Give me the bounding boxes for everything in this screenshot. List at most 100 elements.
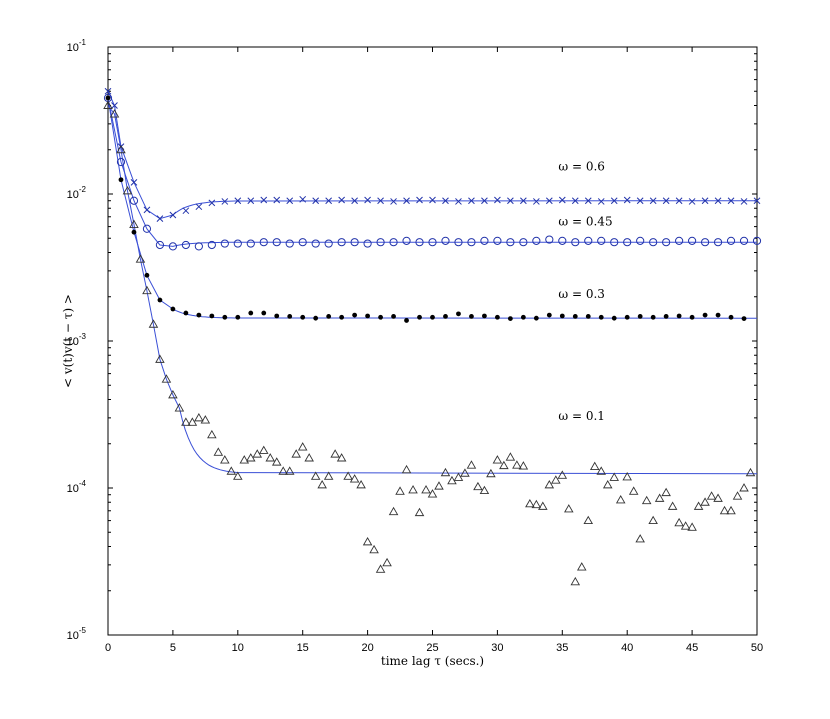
dot-marker bbox=[131, 229, 137, 235]
circle-marker bbox=[415, 238, 424, 247]
circle-marker bbox=[545, 235, 554, 244]
triangle-marker bbox=[648, 515, 658, 525]
x-tick-label: 40 bbox=[621, 642, 633, 654]
triangle-marker bbox=[323, 471, 334, 480]
triangle-marker bbox=[239, 455, 250, 464]
dot-marker bbox=[391, 314, 396, 319]
circle-marker bbox=[519, 238, 528, 247]
triangle-marker bbox=[284, 466, 295, 475]
triangle-marker bbox=[297, 442, 308, 451]
x-marker bbox=[558, 196, 566, 204]
x-marker bbox=[156, 215, 164, 222]
triangle-marker bbox=[486, 468, 496, 478]
x-marker bbox=[195, 203, 203, 211]
triangle-marker bbox=[271, 457, 282, 466]
y-tick-label: 10-4 bbox=[67, 479, 87, 495]
circle-marker bbox=[350, 238, 359, 247]
x-axis-label: time lag τ (secs.) bbox=[381, 654, 484, 668]
circle-marker bbox=[194, 242, 203, 251]
dot-marker bbox=[300, 314, 306, 320]
triangle-marker bbox=[168, 389, 178, 399]
circle-marker bbox=[324, 239, 333, 248]
circle-marker bbox=[207, 240, 216, 250]
circle-marker bbox=[713, 238, 723, 247]
triangle-marker bbox=[336, 453, 347, 462]
y-tick-label: 10-5 bbox=[67, 626, 87, 642]
triangle-marker bbox=[434, 481, 444, 490]
dot-marker bbox=[611, 315, 617, 321]
triangle-marker bbox=[278, 466, 289, 475]
triangle-marker bbox=[531, 499, 542, 509]
x-tick-label: 35 bbox=[556, 642, 568, 654]
x-marker bbox=[351, 197, 358, 205]
triangle-marker bbox=[109, 109, 120, 118]
x-marker bbox=[312, 197, 320, 205]
triangle-marker bbox=[116, 144, 126, 154]
x-marker bbox=[455, 198, 462, 205]
circle-marker bbox=[480, 236, 489, 245]
triangle-marker bbox=[589, 461, 600, 470]
dot-marker bbox=[572, 314, 578, 319]
axis-ticks: 0 5 10 15 20 25 30 35 40 45 50 10-5 10-4 10-3 10-2 10-1 bbox=[67, 38, 764, 654]
triangle-marker bbox=[440, 467, 451, 477]
dot-marker bbox=[209, 313, 215, 319]
x-marker bbox=[234, 197, 242, 205]
dot-marker bbox=[741, 316, 747, 322]
dot-marker bbox=[443, 314, 448, 319]
fit-line-x bbox=[107, 91, 758, 220]
circle-marker bbox=[610, 238, 619, 247]
x-marker bbox=[442, 197, 449, 205]
x-tick-label: 45 bbox=[686, 642, 698, 654]
circle-marker bbox=[636, 236, 645, 245]
triangle-marker bbox=[382, 557, 392, 567]
x-marker bbox=[338, 196, 345, 204]
triangle-marker bbox=[622, 471, 632, 481]
y-tick-label: 10-3 bbox=[67, 332, 87, 348]
circle-marker bbox=[402, 236, 411, 245]
triangle-marker bbox=[310, 471, 321, 480]
circle-marker bbox=[376, 238, 385, 247]
x-tick-label: 15 bbox=[297, 642, 309, 654]
triangle-marker bbox=[641, 495, 652, 505]
triangle-marker bbox=[414, 507, 425, 517]
circle-marker bbox=[752, 236, 762, 245]
dot-marker bbox=[183, 310, 189, 316]
triangle-marker bbox=[557, 470, 568, 479]
triangle-marker bbox=[187, 417, 198, 426]
triangle-marker bbox=[674, 517, 684, 527]
x-marker bbox=[571, 197, 579, 205]
omega-annotation: ω = 0.1 bbox=[558, 409, 605, 423]
data-markers bbox=[103, 87, 762, 586]
triangle-marker bbox=[538, 501, 548, 510]
dot-marker bbox=[624, 314, 630, 320]
dot-marker bbox=[702, 312, 708, 318]
dot-marker bbox=[689, 314, 695, 320]
circle-marker bbox=[311, 239, 320, 248]
x-marker bbox=[636, 197, 644, 205]
x-marker bbox=[325, 197, 333, 205]
circle-marker bbox=[285, 239, 294, 248]
dot-marker bbox=[417, 314, 422, 320]
circle-marker bbox=[363, 239, 372, 248]
triangle-marker bbox=[661, 487, 671, 497]
triangle-marker bbox=[505, 452, 516, 461]
circle-marker bbox=[220, 239, 229, 248]
circle-marker bbox=[155, 240, 165, 250]
dot-marker bbox=[235, 314, 241, 320]
circle-marker bbox=[181, 240, 190, 250]
x-marker bbox=[260, 196, 268, 204]
triangle-marker bbox=[362, 536, 373, 546]
triangle-marker bbox=[174, 403, 185, 412]
dot-marker bbox=[482, 313, 487, 319]
triangle-marker bbox=[745, 467, 756, 477]
triangle-marker bbox=[479, 485, 490, 495]
triangle-marker bbox=[161, 374, 172, 383]
x-marker bbox=[545, 197, 553, 205]
triangle-marker bbox=[473, 481, 483, 491]
dot-marker bbox=[196, 312, 202, 318]
dot-marker bbox=[222, 314, 228, 320]
x-marker bbox=[584, 197, 592, 205]
circle-marker bbox=[506, 238, 515, 247]
dot-marker bbox=[598, 314, 604, 320]
